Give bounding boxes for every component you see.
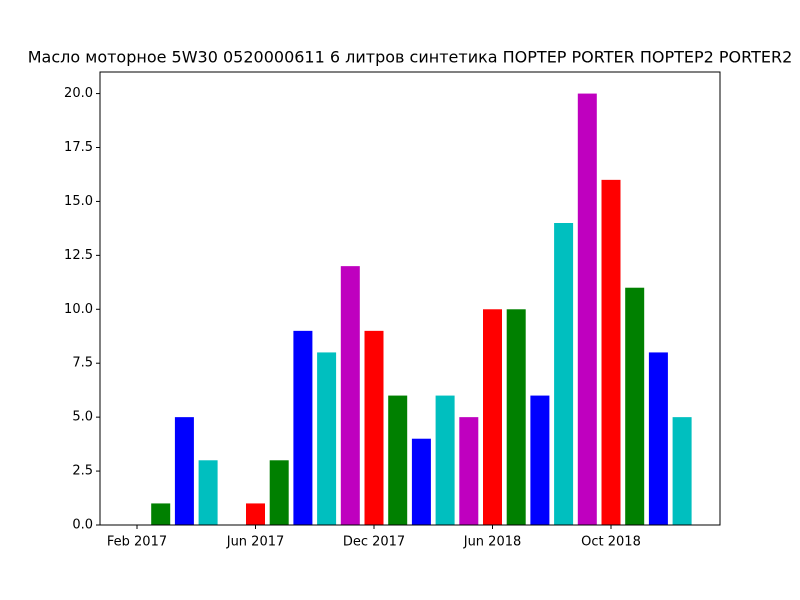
bar xyxy=(388,395,408,525)
bar xyxy=(648,352,668,525)
x-tick-label: Jun 2018 xyxy=(463,535,522,550)
bar xyxy=(317,352,337,525)
bar xyxy=(459,417,479,525)
x-tick-label: Dec 2017 xyxy=(343,535,405,550)
bar xyxy=(151,503,171,525)
bar xyxy=(198,460,218,525)
bar xyxy=(340,266,360,525)
bar xyxy=(411,438,431,525)
bar xyxy=(672,417,692,525)
bar xyxy=(601,179,621,525)
chart-title: Масло моторное 5W30 0520000611 6 литров … xyxy=(28,48,793,67)
bar xyxy=(530,395,550,525)
y-tick-label: 10.0 xyxy=(64,302,93,317)
bar xyxy=(483,309,502,525)
plot-frame xyxy=(99,71,721,526)
bar xyxy=(577,93,597,526)
y-tick-label: 17.5 xyxy=(64,140,93,155)
bar xyxy=(364,330,384,525)
bar xyxy=(174,417,194,525)
y-tick-label: 2.5 xyxy=(72,464,93,479)
x-tick-label: Feb 2017 xyxy=(107,535,167,550)
y-tick-label: 0.0 xyxy=(72,518,93,533)
y-tick-label: 5.0 xyxy=(72,410,93,425)
bar xyxy=(506,309,526,525)
y-tick-label: 7.5 xyxy=(72,356,93,371)
x-tick-label: Jun 2017 xyxy=(226,535,285,550)
x-tick-label: Oct 2018 xyxy=(581,535,641,550)
bar xyxy=(293,330,313,525)
y-tick-label: 12.5 xyxy=(64,248,93,263)
bar xyxy=(554,223,574,525)
y-tick-label: 15.0 xyxy=(64,194,93,209)
y-tick-label: 20.0 xyxy=(64,86,93,101)
bar xyxy=(435,395,455,525)
bar xyxy=(269,460,289,525)
bar xyxy=(246,503,265,525)
bar xyxy=(625,287,645,525)
